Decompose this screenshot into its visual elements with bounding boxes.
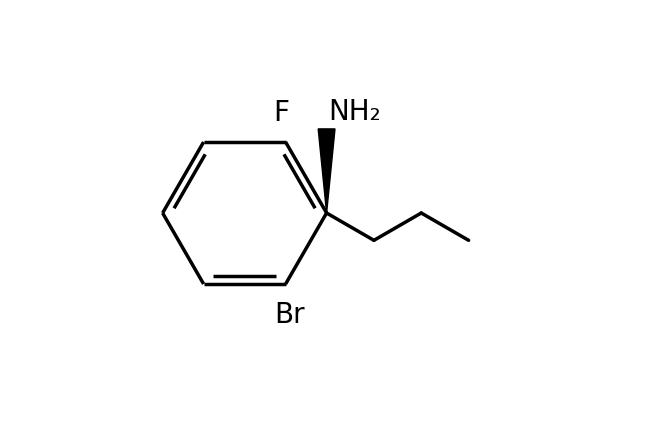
Polygon shape	[318, 129, 335, 213]
Text: Br: Br	[275, 301, 305, 329]
Text: F: F	[273, 99, 289, 127]
Text: NH₂: NH₂	[329, 98, 381, 126]
